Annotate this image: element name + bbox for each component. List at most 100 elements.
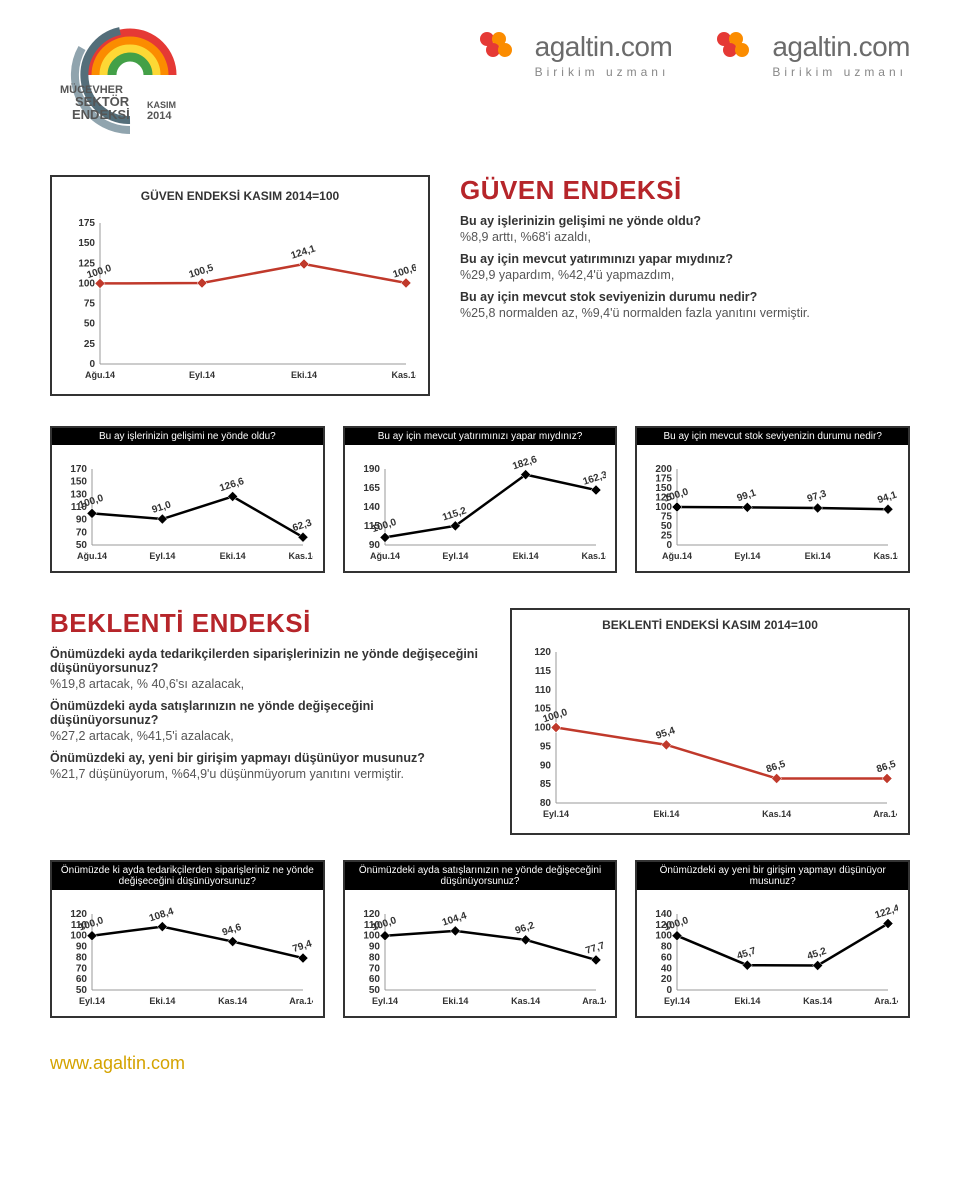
beklenti-sub-2: Önümüzdeki ay yeni bir girişim yapmayı d… <box>635 860 910 1018</box>
svg-text:Kas.14: Kas.14 <box>511 996 540 1006</box>
svg-text:0: 0 <box>667 985 673 996</box>
guven-sub-0-title: Bu ay işlerinizin gelişimi ne yönde oldu… <box>52 428 323 445</box>
svg-text:Eki.14: Eki.14 <box>512 551 538 561</box>
svg-text:95: 95 <box>540 741 552 752</box>
svg-text:80: 80 <box>369 952 381 963</box>
guven-a2: %29,9 yapardım, %42,4'ü yapmazdım, <box>460 268 910 282</box>
svg-text:Eki.14: Eki.14 <box>735 996 761 1006</box>
guven-sub-row: Bu ay işlerinizin gelişimi ne yönde oldu… <box>50 426 910 573</box>
svg-text:86,5: 86,5 <box>875 759 897 776</box>
beklenti-main-panel: BEKLENTİ ENDEKSİ KASIM 2014=100 80859095… <box>510 608 910 835</box>
svg-text:170: 170 <box>70 464 87 475</box>
svg-text:Ağu.14: Ağu.14 <box>370 551 400 561</box>
svg-text:0: 0 <box>667 540 673 551</box>
svg-text:100: 100 <box>656 931 673 942</box>
svg-text:97,3: 97,3 <box>806 488 828 505</box>
beklenti-main-chart: 80859095100105110115120100,095,486,586,5… <box>522 638 898 823</box>
svg-text:50: 50 <box>369 985 381 996</box>
svg-text:50: 50 <box>84 319 96 330</box>
svg-text:120: 120 <box>70 909 87 920</box>
svg-text:Eyl.14: Eyl.14 <box>149 551 175 561</box>
svg-text:Kas.14: Kas.14 <box>762 809 791 819</box>
svg-text:60: 60 <box>369 974 381 985</box>
brand-row: agaltin.com Birikim uzmanı agaltin.com B… <box>240 20 910 79</box>
beklenti-sub-1: Önümüzdeki ayda satışlarınızın ne yönde … <box>343 860 618 1018</box>
svg-text:165: 165 <box>363 483 380 494</box>
svg-text:104,4: 104,4 <box>441 910 469 928</box>
svg-text:60: 60 <box>661 952 673 963</box>
svg-text:190: 190 <box>363 464 380 475</box>
svg-text:50: 50 <box>76 540 88 551</box>
svg-text:120: 120 <box>363 909 380 920</box>
page-header: MÜCEVHER SEKTÖR ENDEKSİ KASIM 2014 agalt… <box>50 20 910 145</box>
beklenti-title: BEKLENTİ ENDEKSİ <box>50 608 485 639</box>
guven-q3: Bu ay için mevcut stok seviyenizin durum… <box>460 290 910 304</box>
svg-text:100,5: 100,5 <box>188 262 216 280</box>
svg-text:Kas.14: Kas.14 <box>581 551 606 561</box>
guven-sub-1-title: Bu ay için mevcut yatırımınızı yapar mıy… <box>345 428 616 445</box>
svg-text:99,1: 99,1 <box>736 488 758 505</box>
svg-text:Kas.14: Kas.14 <box>218 996 247 1006</box>
svg-text:Ağu.14: Ağu.14 <box>77 551 107 561</box>
svg-text:90: 90 <box>540 760 552 771</box>
svg-text:175: 175 <box>78 218 95 229</box>
svg-text:Eki.14: Eki.14 <box>805 551 831 561</box>
guven-main-panel: GÜVEN ENDEKSİ KASIM 2014=100 02550751001… <box>50 175 430 396</box>
svg-text:100,0: 100,0 <box>370 517 398 535</box>
svg-text:50: 50 <box>661 521 673 532</box>
svg-text:120: 120 <box>534 647 551 658</box>
svg-text:126,6: 126,6 <box>218 476 246 494</box>
beklenti-sub-1-chart: 5060708090100110120100,0104,496,277,7Eyl… <box>351 900 610 1010</box>
guven-sub-2-chart: 0255075100125150175200100,099,197,394,1A… <box>643 455 902 565</box>
beklenti-q3: Önümüzdeki ay, yeni bir girişim yapmayı … <box>50 751 485 765</box>
guven-main-chart: 0255075100125150175100,0100,5124,1100,6A… <box>66 209 414 384</box>
svg-text:91,0: 91,0 <box>151 499 173 516</box>
beklenti-q1: Önümüzdeki ayda tedarikçilerden siparişl… <box>50 647 485 675</box>
svg-text:50: 50 <box>76 985 88 996</box>
guven-sub-1: Bu ay için mevcut yatırımınızı yapar mıy… <box>343 426 618 573</box>
beklenti-sub-0: Önümüzde ki ayda tedarikçilerden sipariş… <box>50 860 325 1018</box>
footer-url: www.agaltin.com <box>50 1053 910 1074</box>
svg-text:110: 110 <box>535 685 552 696</box>
beklenti-a2: %27,2 artacak, %41,5'i azalacak, <box>50 729 485 743</box>
svg-text:Eki.14: Eki.14 <box>291 370 317 380</box>
svg-text:Eyl.14: Eyl.14 <box>442 551 468 561</box>
svg-text:Ara.14: Ara.14 <box>289 996 313 1006</box>
beklenti-sub-0-title: Önümüzde ki ayda tedarikçilerden sipariş… <box>52 862 323 890</box>
svg-text:Eyl.14: Eyl.14 <box>735 551 761 561</box>
beklenti-a3: %21,7 düşünüyorum, %64,9'u düşünmüyorum … <box>50 767 485 781</box>
svg-text:140: 140 <box>363 502 380 513</box>
beklenti-main-title: BEKLENTİ ENDEKSİ KASIM 2014=100 <box>512 610 908 634</box>
svg-text:86,5: 86,5 <box>765 759 787 776</box>
svg-text:90: 90 <box>369 540 381 551</box>
svg-text:95,4: 95,4 <box>655 725 677 742</box>
logo-line3: ENDEKSİ <box>72 107 130 122</box>
guven-sub-0: Bu ay işlerinizin gelişimi ne yönde oldu… <box>50 426 325 573</box>
svg-text:200: 200 <box>656 464 673 475</box>
svg-text:100: 100 <box>534 723 551 734</box>
svg-text:80: 80 <box>661 942 673 953</box>
beklenti-row: BEKLENTİ ENDEKSİ Önümüzdeki ayda tedarik… <box>50 608 910 835</box>
beklenti-sub-row: Önümüzde ki ayda tedarikçilerden sipariş… <box>50 860 910 1018</box>
svg-text:Ara.14: Ara.14 <box>582 996 606 1006</box>
svg-text:75: 75 <box>661 512 673 523</box>
svg-text:122,4: 122,4 <box>874 903 898 921</box>
brand-1: agaltin.com Birikim uzmanı <box>475 30 673 79</box>
svg-text:Eki.14: Eki.14 <box>653 809 679 819</box>
svg-text:70: 70 <box>369 963 381 974</box>
brand-icon <box>475 30 527 63</box>
svg-text:Kas.14: Kas.14 <box>874 551 899 561</box>
guven-title: GÜVEN ENDEKSİ <box>460 175 910 206</box>
svg-text:70: 70 <box>76 963 88 974</box>
svg-text:100: 100 <box>363 931 380 942</box>
svg-text:40: 40 <box>661 963 673 974</box>
svg-text:100: 100 <box>70 931 87 942</box>
beklenti-sub-2-chart: 020406080100120140100,045,745,2122,4Eyl.… <box>643 900 902 1010</box>
guven-sub-0-chart: 507090110130150170100,091,0126,662,3Ağu.… <box>58 455 317 565</box>
guven-q1: Bu ay işlerinizin gelişimi ne yönde oldu… <box>460 214 910 228</box>
brand-tagline: Birikim uzmanı <box>475 65 670 79</box>
svg-text:Ara.14: Ara.14 <box>873 809 897 819</box>
svg-text:85: 85 <box>540 779 552 790</box>
brand-name: agaltin.com <box>772 31 910 63</box>
svg-text:75: 75 <box>84 299 96 310</box>
